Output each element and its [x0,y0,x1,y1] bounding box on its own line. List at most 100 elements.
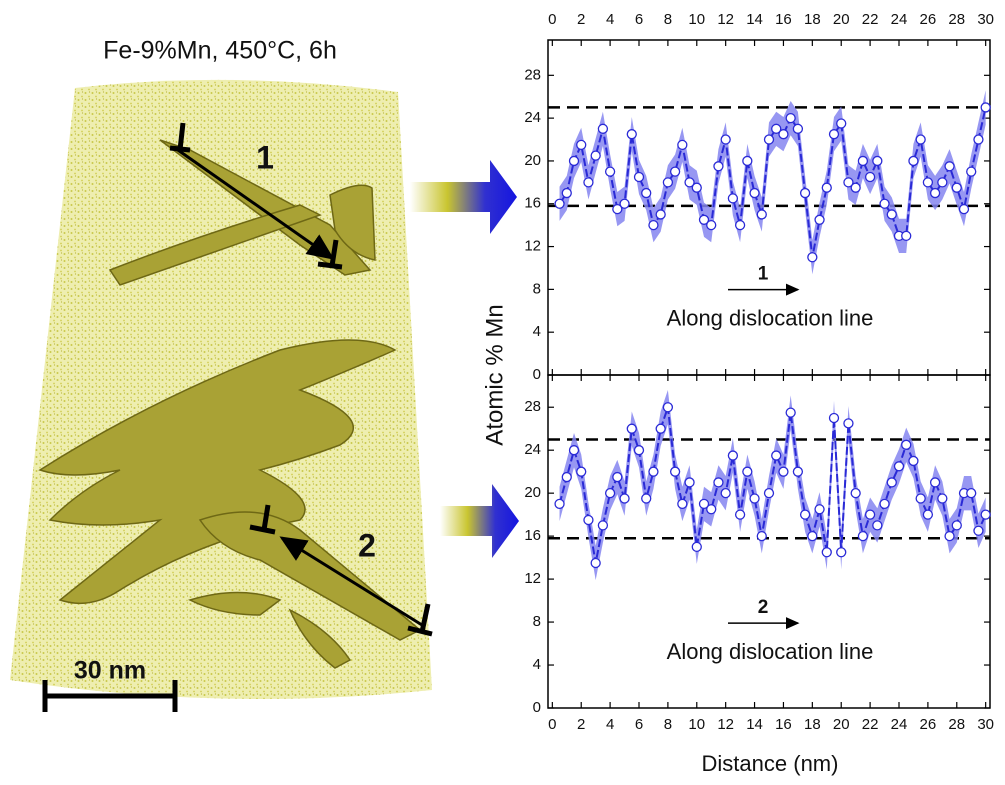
data-point [648,220,659,231]
data-point [886,209,897,220]
data-point [937,493,948,504]
data-point [612,203,623,215]
plot-frame [547,374,991,709]
data-point [973,525,984,536]
x-tick-label: 14 [746,716,763,733]
data-point [944,530,955,542]
data-point [568,445,580,456]
data-point [763,488,775,499]
data-point [727,193,739,204]
pointer-arrow [440,484,519,558]
data-point [706,504,717,515]
y-tick-label: 0 [533,699,541,716]
x-tick-label: 28 [948,716,965,733]
data-point [966,488,977,499]
y-tick-label: 8 [533,613,541,630]
data-point [583,177,594,188]
data-point [597,520,609,531]
data-point [619,493,630,504]
data-point [944,161,955,172]
x-tick-label: 16 [775,11,792,28]
x-tick-label: 0 [548,716,556,733]
data-point [814,504,825,515]
data-point [554,498,565,510]
data-point [792,123,804,134]
data-point [756,209,767,220]
data-point [807,252,818,263]
data-point [619,198,630,209]
annotation-marker: 1 [758,264,769,285]
data-point [792,466,804,477]
x-tick-label: 30 [977,11,994,28]
data-point [799,509,811,520]
data-point [850,182,861,193]
x-tick-label: 4 [606,11,614,28]
data-point [713,477,724,488]
x-tick-label: 2 [577,11,585,28]
data-point [677,139,688,151]
x-tick-label: 28 [948,11,965,28]
data-point [857,530,869,542]
data-point [929,187,941,199]
data-point [864,171,876,183]
data-point [821,547,832,558]
data-point [814,214,825,225]
data-point [828,129,840,140]
error-band [559,90,986,275]
data-point [691,541,702,553]
data-point [604,166,616,177]
data-point [908,155,919,167]
y-tick-label: 24 [524,441,541,458]
data-point [655,423,666,434]
data-point [879,198,890,209]
data-point [568,155,580,167]
data-point [691,182,702,193]
x-tick-label: 14 [746,11,763,28]
scale-bar-label: 30 nm [74,657,146,685]
x-tick-label: 8 [664,11,672,28]
data-line [558,107,987,258]
x-tick-label: 20 [833,716,850,733]
data-point [554,198,565,209]
x-tick-label: 12 [717,716,734,733]
data-point [872,520,883,531]
data-point [698,498,710,510]
data-point [662,402,674,413]
x-tick-label: 10 [688,716,705,733]
y-tick-label: 16 [524,527,541,544]
y-tick-label: 12 [524,238,541,255]
data-point [893,461,905,472]
data-point [720,488,731,499]
data-point [590,150,601,161]
data-point [684,477,695,488]
data-point [763,134,775,145]
annotation-text: Along dislocation line [667,305,874,330]
reconstruction: Fe-9%Mn, 450°C, 6h 1 2 30 nm [10,37,433,712]
y-tick-label: 24 [524,109,541,126]
data-point [922,177,934,188]
data-point [626,129,637,140]
data-point [901,230,912,242]
data-point [734,220,746,231]
data-point [785,112,796,124]
data-point [901,439,912,450]
x-tick-label: 26 [920,11,937,28]
data-point [648,466,659,477]
data-point [641,187,652,199]
data-point [828,412,840,424]
data-point [915,134,926,145]
x-tick-label: 22 [862,716,879,733]
data-line [558,406,987,564]
y-axis-label: Atomic % Mn [481,304,508,445]
data-point [937,177,948,188]
data-point [669,466,681,477]
data-point [778,466,789,477]
x-tick-label: 8 [664,716,672,733]
data-point [742,466,753,477]
data-point [857,155,869,167]
data-point [749,187,760,199]
data-point [836,547,847,558]
data-point [727,450,739,461]
